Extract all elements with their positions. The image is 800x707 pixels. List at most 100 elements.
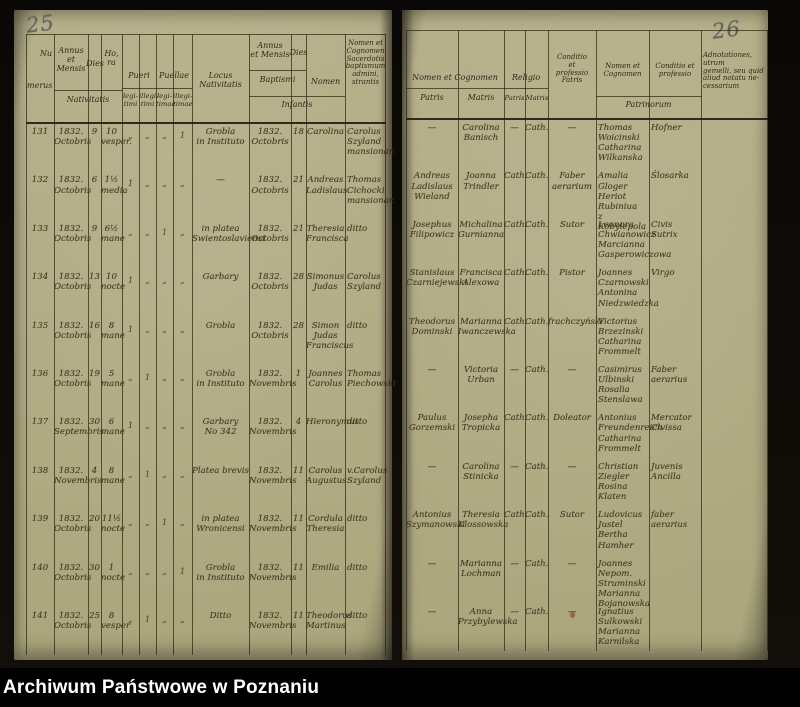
cell-birthplace: Grobla in Instituto: [196, 368, 245, 390]
cell-baptism-year-month: 1832. Octobris: [251, 272, 289, 293]
cell-boys-illegitimate: „: [145, 179, 150, 189]
col-header-nomen: Nomen: [310, 77, 341, 86]
grid-line-vertical: [458, 30, 459, 651]
register-row-left: 131 1832. Octobris 9 10 vesper. „ „ „ 1 …: [26, 122, 395, 170]
cell-boys-legitimate: 1: [127, 179, 134, 189]
register-table-right: Nomen et Cognomen Patris Matris Religio …: [406, 30, 768, 651]
left-rows: 131 1832. Octobris 9 10 vesper. „ „ „ 1 …: [26, 122, 396, 654]
col-header-hora: Ho, ra: [104, 49, 119, 67]
col-header-pueri: Pueri: [128, 71, 150, 80]
cell-boys-legitimate: „: [128, 131, 133, 140]
grid-line-vertical: [306, 34, 307, 655]
right-page: 26 Nomen et Cognomen Patris Matris Relig…: [402, 10, 768, 660]
cell-baptism-day: 11: [293, 562, 304, 573]
cell-birth-hour: 8 mane: [101, 465, 125, 486]
cell-birth-hour: 1½ media: [101, 175, 128, 196]
cell-boys-illegitimate: „: [145, 421, 150, 431]
cell-number: 132: [31, 175, 49, 186]
cell-baptism-day: 21: [293, 175, 304, 186]
col-header-dies: Dies: [86, 59, 104, 68]
cell-priest: Carolus Szyland: [347, 272, 382, 293]
cell-baptism-year-month: 1832. Novembris: [249, 417, 297, 438]
col-header-godparents-names: Nomen et Cognomen: [603, 62, 642, 78]
cell-mother-religion: Cath.: [525, 461, 549, 472]
cell-boys-legitimate: „: [128, 372, 133, 382]
register-table-left: Nu merus Annus et Mensis Dies Ho, ra Nat…: [26, 34, 396, 655]
cell-mother-name: Marianna Lochman: [459, 558, 503, 579]
cell-mother-name: Josepha Tropicka: [461, 413, 501, 434]
cell-baptism-year-month: 1832. Novembris: [249, 610, 297, 632]
cell-godparents-condition: [649, 312, 701, 360]
cell-godparents-condition: Faber aerarius: [651, 364, 688, 386]
cell-godparents: Ignatius Sulkowski Marianna Karnilska: [598, 606, 643, 648]
grid-line-vertical: [649, 30, 650, 651]
cell-godparents-condition: Civis Sutrix: [651, 219, 678, 240]
cell-number: 134: [31, 272, 49, 283]
cell-girls-illegitimate: „: [180, 324, 185, 334]
col-header-infantis: Infantis: [281, 100, 313, 109]
cell-baptism-day: 28: [293, 272, 304, 283]
cell-mother-religion: Cath.: [525, 219, 549, 230]
col-header-religion-mother: Matris: [525, 94, 549, 102]
cell-birth-day: 20: [89, 514, 100, 525]
cell-father-religion: —: [510, 558, 519, 569]
cell-mother-religion: Cath.: [525, 364, 549, 375]
cell-girls-legitimate: „: [162, 566, 167, 576]
cell-father-condition: Sutor: [559, 510, 585, 521]
cell-mother-religion: Cath.: [525, 268, 549, 279]
cell-annotations: [701, 457, 768, 505]
header-separator-line: [26, 122, 386, 124]
cell-priest: Thomas Cichocki mansionar.: [347, 175, 395, 206]
cell-girls-illegitimate: „: [180, 372, 185, 382]
cell-birth-year-month: 1832. Octobris: [54, 368, 92, 390]
cell-number: 136: [31, 368, 49, 379]
cell-birth-day: 19: [89, 368, 100, 379]
register-row-left: 136 1832. Octobris 19 5 mane „ 1 „ „ Gro…: [26, 364, 396, 412]
col-header-baptismi: Baptismi: [259, 75, 296, 84]
grid-line-vertical: [88, 34, 89, 655]
cell-mother-religion: Cath.: [525, 413, 549, 424]
cell-annotations: [701, 602, 768, 650]
cell-girls-illegitimate: „: [180, 227, 185, 237]
cell-child-name: Carolina: [306, 127, 345, 137]
cell-mother-name: Joanna Trindler: [463, 171, 499, 192]
cell-number: 140: [31, 562, 49, 573]
cell-mother-name: Michalina Gurnianna: [458, 219, 505, 240]
cell-girls-legitimate: „: [162, 421, 167, 431]
register-row-right: — Victoria Urban — Cath. — Casimirus Ulb…: [406, 360, 768, 408]
cell-birth-hour: 8 vesper: [101, 610, 131, 632]
cell-boys-legitimate: „: [128, 227, 133, 237]
cell-father-name: —: [427, 461, 437, 472]
cell-birth-day: 6: [91, 175, 98, 186]
cell-girls-illegitimate: „: [180, 421, 185, 431]
cell-boys-illegitimate: „: [145, 324, 150, 334]
cell-child-name: Hieronymus: [306, 417, 360, 428]
cell-baptism-day: 1: [295, 368, 302, 379]
cell-boys-legitimate: 1: [127, 324, 134, 334]
col-header-legitimi: legi- timi: [122, 92, 139, 108]
cell-birth-year-month: 1832. Octobris: [54, 610, 92, 632]
grid-line-vertical: [291, 34, 292, 655]
archive-caption-bar: Archiwum Państwowe w Poznaniu: [0, 668, 800, 707]
grid-line-vertical: [156, 34, 157, 655]
cell-father-religion: —: [510, 123, 519, 133]
cell-girls-illegitimate: 1: [179, 566, 186, 576]
cell-boys-illegitimate: „: [145, 227, 150, 237]
cell-number: 139: [31, 514, 49, 525]
col-header-puellae: Puellae: [159, 71, 189, 80]
cell-mother-name: Theresia Klossowska: [458, 510, 509, 531]
grid-line-vertical: [345, 34, 346, 655]
cell-boys-illegitimate: „: [145, 518, 150, 528]
register-row-left: 138 1832. Novembris 4 8 mane „ 1 „ „ Pla…: [26, 461, 387, 509]
register-row-left: 140 1832. Octobris 30 1 nocte „ „ „ 1 Gr…: [26, 558, 386, 606]
col-header-godparents-condition: Conditio et professio: [655, 62, 695, 78]
cell-father-condition: Doleator: [553, 413, 591, 424]
cell-birthplace: Garbary No 342: [202, 417, 239, 438]
cell-father-religion: —: [510, 364, 519, 375]
cell-child-name: Carolus Augustus: [306, 465, 347, 486]
grid-line-vertical: [525, 30, 526, 651]
cell-child-name: Andreas Ladislaus: [306, 175, 348, 196]
cell-priest: ditto: [347, 562, 368, 573]
cell-godparents-condition: Virgo: [651, 268, 675, 279]
cell-birth-year-month: 1832. Novembris: [54, 465, 102, 486]
